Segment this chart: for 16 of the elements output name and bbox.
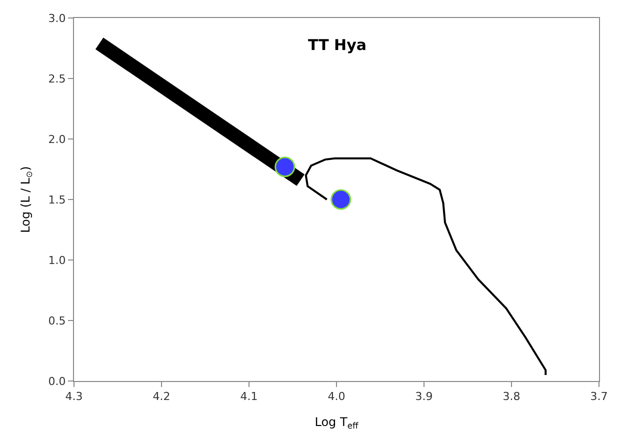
x-tick-label: 3.7 — [590, 390, 608, 404]
y-tick-label: 0.0 — [48, 374, 66, 388]
y-tick-label: 2.5 — [48, 72, 66, 86]
y-tick-label: 1.0 — [48, 254, 66, 267]
x-axis-title: Log T$_{eff}$ — [314, 415, 358, 431]
x-tick-label: 4.2 — [152, 390, 170, 404]
text: TT Hya — [308, 36, 366, 54]
x-tick-label: 3.9 — [415, 390, 433, 404]
y-tick-label: 1.5 — [48, 193, 66, 206]
x-tick-label: 4.3 — [65, 390, 83, 404]
y-tick-label: 2.0 — [48, 132, 66, 146]
x-tick-label: 4.1 — [240, 390, 258, 404]
y-tick-label: 0.5 — [48, 314, 66, 328]
y-tick-label: 3.0 — [48, 12, 66, 25]
x-tick-label: 3.8 — [502, 390, 520, 404]
x-tick-label: 4.0 — [328, 390, 346, 404]
